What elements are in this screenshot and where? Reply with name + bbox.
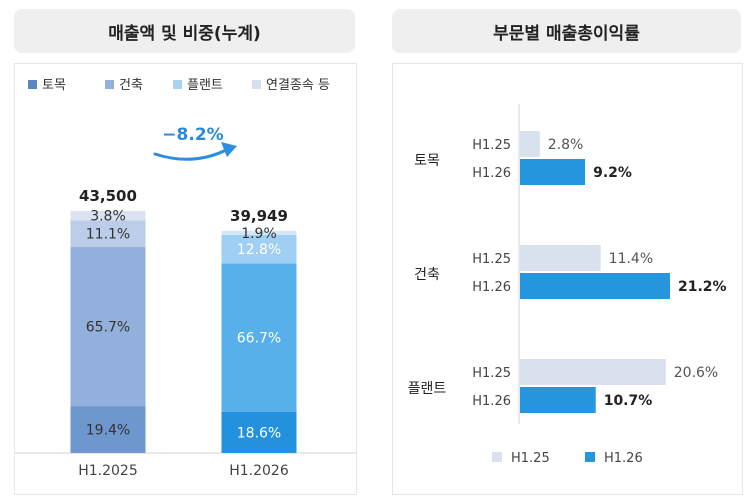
legend-swatch-2	[173, 80, 182, 89]
bar-0-0	[520, 131, 540, 157]
left-panel-title: 매출액 및 비중(누계)	[14, 9, 355, 53]
series-tick-label-0-1: H1.26	[472, 166, 511, 181]
value-label-2-1: 10.7%	[604, 393, 653, 409]
category-label-1: H1.2026	[229, 463, 289, 479]
bar-0-1	[520, 159, 586, 185]
bar-segment-0-3	[70, 211, 146, 221]
bar-segment-0-2	[70, 220, 146, 248]
legend-label-1: H1.26	[604, 451, 643, 466]
category-label-0: H1.2025	[78, 463, 138, 479]
bar-1-0	[520, 245, 601, 271]
value-label-0-1: 9.2%	[593, 165, 632, 181]
category-label-1: 건축	[414, 267, 440, 283]
segment-label-0-3: 3.8%	[90, 209, 126, 225]
category-label-2: 플랜트	[408, 381, 447, 397]
bar-segment-1-3	[221, 230, 297, 235]
legend-label-2: 플랜트	[187, 78, 223, 93]
segment-label-1-1: 66.7%	[237, 331, 281, 347]
legend-swatch-0	[492, 452, 502, 462]
legend-swatch-1	[105, 80, 114, 89]
total-label-1: 39,949	[230, 207, 288, 225]
bar-segment-1-2	[221, 234, 297, 264]
bar-segment-0-1	[70, 247, 146, 407]
horizontal-bar-chart-panel: 토목 H1.25 2.8% H1.26 9.2% 건축 H1.25 11.4% H1.26 21.…	[392, 63, 743, 495]
change-label: −8.2%	[162, 125, 223, 145]
category-label-0: 토목	[414, 153, 440, 169]
right-panel-title: 부문별 매출총이익률	[392, 9, 741, 53]
legend-label-0: H1.25	[511, 451, 550, 466]
series-tick-label-2-1: H1.26	[472, 394, 511, 409]
value-label-1-0: 11.4%	[609, 251, 653, 267]
value-label-2-0: 20.6%	[674, 365, 718, 381]
bar-segment-1-0	[221, 411, 297, 453]
segment-label-1-2: 12.8%	[237, 242, 281, 258]
bar-2-0	[520, 359, 666, 385]
value-label-1-1: 21.2%	[678, 279, 727, 295]
change-arrow	[153, 146, 232, 161]
segment-label-0-0: 19.4%	[86, 423, 130, 439]
segment-label-1-3: 1.9%	[241, 226, 277, 242]
bar-segment-0-0	[70, 406, 146, 453]
value-label-0-0: 2.8%	[548, 137, 584, 153]
bar-1-1	[520, 273, 670, 299]
legend-swatch-3	[252, 80, 261, 89]
bar-2-1	[520, 387, 596, 413]
legend-label-0: 토목	[42, 78, 66, 93]
total-label-0: 43,500	[79, 187, 137, 205]
segment-label-1-0: 18.6%	[237, 425, 281, 441]
stacked-bar-chart-panel: 토목 건축 플랜트 연결종속 등 19.4% 65.7% 11.1% 3.8% 43,500 H1…	[14, 63, 357, 495]
series-tick-label-2-0: H1.25	[472, 366, 511, 381]
series-tick-label-1-1: H1.26	[472, 280, 511, 295]
segment-label-0-1: 65.7%	[86, 320, 130, 336]
series-tick-label-1-0: H1.25	[472, 252, 511, 267]
stacked-bar-chart: 토목 건축 플랜트 연결종속 등 19.4% 65.7% 11.1% 3.8% 43,500 H1…	[15, 78, 356, 479]
legend-swatch-0	[28, 80, 37, 89]
bar-segment-1-1	[221, 263, 297, 412]
legend-label-3: 연결종속 등	[266, 78, 330, 93]
series-tick-label-0-0: H1.25	[472, 138, 511, 153]
segment-label-0-2: 11.1%	[86, 227, 130, 243]
horizontal-bar-chart: 토목 H1.25 2.8% H1.26 9.2% 건축 H1.25 11.4% H1.26 21.…	[408, 104, 727, 466]
change-arrow-head	[221, 142, 237, 157]
legend-swatch-1	[585, 452, 595, 462]
legend-label-1: 건축	[119, 78, 143, 93]
